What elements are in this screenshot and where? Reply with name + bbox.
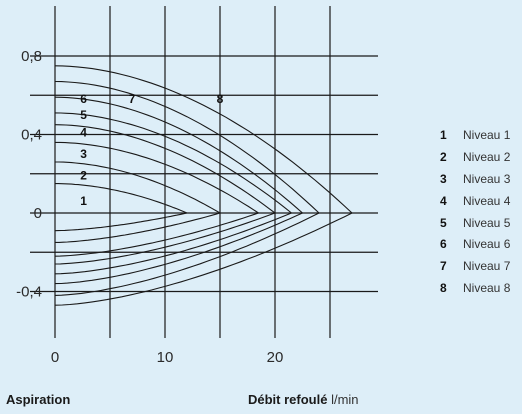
pressure-curve-level-6	[54, 96, 303, 214]
y-tick-label: 0	[34, 205, 42, 222]
y-tick-label: -0,4	[16, 284, 42, 301]
suction-curve-level-2	[55, 212, 221, 243]
legend-number: 7	[440, 259, 447, 274]
curve-level-label: 5	[80, 108, 87, 122]
x-axis-unit: l/min	[331, 392, 359, 407]
curve-level-label: 2	[80, 169, 87, 183]
suction-curve-level-1	[54, 212, 188, 232]
legend-item: 3 Niveau 3	[440, 168, 510, 190]
legend-number: 2	[440, 149, 447, 164]
y-tick-label: 0,4	[21, 127, 42, 144]
x-tick-label: 0	[51, 349, 59, 366]
suction-curve-level-7	[54, 212, 320, 296]
tick-labels: 0,8 0,4 0 -0,4 0 10 20	[16, 48, 283, 366]
grid	[30, 6, 378, 338]
y-tick-label: 0,8	[21, 48, 42, 65]
curve-level-label: 6	[80, 92, 87, 106]
legend-item: 2 Niveau 2	[440, 146, 510, 168]
legend: 1 Niveau 1 2 Niveau 2 3 Niveau 3 4 Niveau 4 5 Niv…	[440, 124, 510, 299]
pressure-curve-level-4	[54, 124, 276, 214]
legend-label: Niveau 5	[463, 215, 511, 230]
legend-item: 4 Niveau 4	[440, 190, 510, 212]
legend-number: 5	[440, 215, 447, 230]
x-tick-label: 10	[157, 349, 174, 366]
x-axis-label-flow-title: Débit refoulé	[248, 392, 328, 407]
pressure-curve-level-2	[55, 161, 221, 214]
legend-label: Niveau 2	[463, 149, 511, 164]
x-tick-label: 20	[267, 349, 284, 366]
suction-curve-level-4	[54, 212, 276, 265]
level-labels: 1 2 3 4 5 6 7 8	[80, 92, 223, 208]
curve-level-label: 3	[80, 147, 87, 161]
pressure-curve-level-8	[54, 65, 353, 214]
legend-item: 7 Niveau 7	[440, 255, 510, 277]
pump-curve-chart: 0,8 0,4 0 -0,4 0 10 20 1 2 3 4 5 6 7 8	[16, 6, 378, 366]
legend-number: 3	[440, 171, 447, 186]
pressure-curve-level-7	[54, 80, 320, 214]
curve-level-label: 1	[80, 194, 87, 208]
legend-number: 8	[440, 281, 447, 296]
x-axis-label-flow: Débit refoulé l/min	[248, 392, 359, 407]
legend-label: Niveau 8	[463, 281, 511, 296]
curve-level-label: 7	[129, 92, 136, 106]
x-axis-label-aspiration: Aspiration	[6, 392, 71, 407]
pressure-curve-level-1	[55, 183, 188, 214]
curve-level-label: 4	[80, 126, 87, 140]
suction-curve-level-8	[54, 212, 353, 306]
suction-curve-level-6	[54, 212, 303, 285]
suction-curve-level-3	[54, 212, 259, 257]
pressure-curve-level-3	[55, 141, 259, 214]
legend-item: 6 Niveau 6	[440, 233, 510, 255]
legend-number: 4	[440, 193, 447, 208]
legend-label: Niveau 6	[463, 237, 511, 252]
legend-item: 8 Niveau 8	[440, 277, 510, 299]
legend-label: Niveau 3	[463, 171, 511, 186]
pressure-curve-level-5	[54, 112, 292, 214]
legend-item: 5 Niveau 5	[440, 212, 510, 234]
curves	[54, 65, 353, 306]
legend-number: 1	[440, 127, 447, 142]
legend-label: Niveau 1	[463, 127, 511, 142]
legend-item: 1 Niveau 1	[440, 124, 510, 146]
curve-level-label: 8	[217, 92, 224, 106]
legend-label: Niveau 7	[463, 259, 511, 274]
suction-curve-level-5	[54, 212, 292, 275]
legend-number: 6	[440, 237, 447, 252]
legend-label: Niveau 4	[463, 193, 511, 208]
